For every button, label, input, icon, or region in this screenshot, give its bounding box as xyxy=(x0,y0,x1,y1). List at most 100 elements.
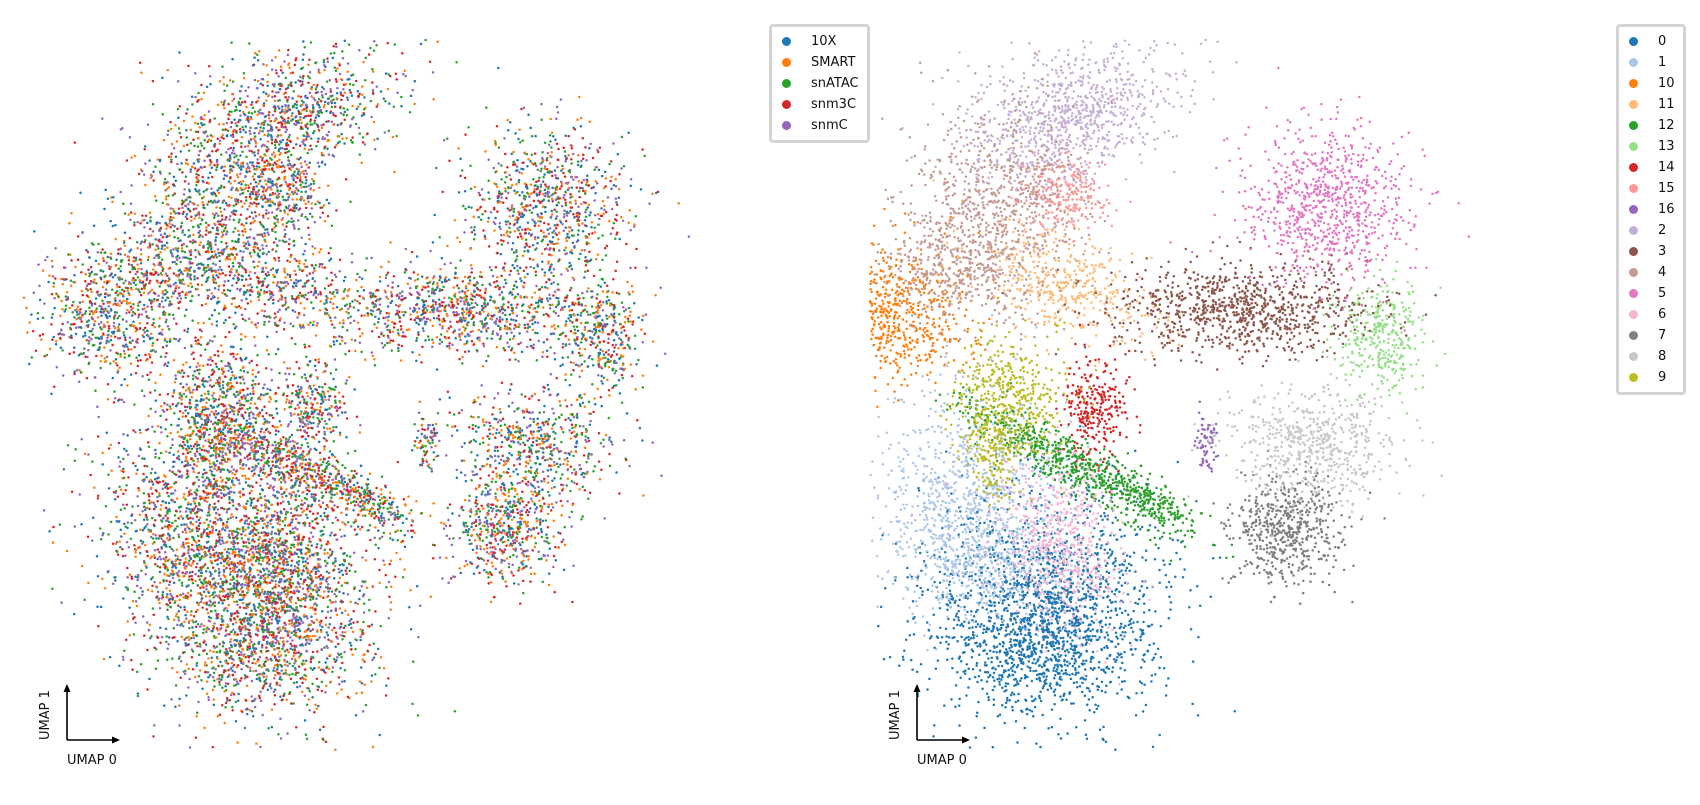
scatter-point xyxy=(228,562,232,565)
scatter-point xyxy=(362,602,366,605)
scatter-point xyxy=(257,260,261,264)
scatter-point xyxy=(376,647,380,651)
scatter-point xyxy=(120,383,123,387)
scatter-point xyxy=(282,281,285,285)
scatter-point xyxy=(184,594,188,598)
scatter-point xyxy=(263,660,267,664)
scatter-point xyxy=(261,588,264,591)
scatter-point xyxy=(203,726,206,730)
scatter-point xyxy=(333,273,337,276)
scatter-point xyxy=(123,447,126,451)
scatter-point xyxy=(241,527,245,531)
scatter-point xyxy=(261,266,265,270)
scatter-point xyxy=(106,383,110,386)
scatter-point xyxy=(409,588,412,592)
scatter-point xyxy=(320,689,324,693)
scatter-point xyxy=(102,323,106,326)
scatter-point xyxy=(277,584,281,588)
scatter-point xyxy=(185,636,188,640)
scatter-point xyxy=(218,642,221,646)
scatter-point xyxy=(308,345,311,348)
scatter-point xyxy=(151,607,155,610)
scatter-point xyxy=(187,667,190,670)
scatter-point xyxy=(304,678,307,681)
scatter-point xyxy=(279,675,282,679)
scatter-point xyxy=(267,271,270,274)
scatter-point xyxy=(249,504,253,507)
scatter-point xyxy=(245,664,248,667)
scatter-point xyxy=(196,645,199,648)
scatter-point xyxy=(138,326,142,330)
scatter-point xyxy=(224,558,228,561)
scatter-point xyxy=(102,311,105,314)
scatter-point xyxy=(313,286,317,290)
scatter-point xyxy=(349,315,352,318)
scatter-point xyxy=(302,509,306,512)
scatter-point xyxy=(345,310,348,314)
scatter-point xyxy=(309,587,312,590)
scatter-point xyxy=(311,597,315,601)
scatter-point xyxy=(217,251,220,255)
scatter-point xyxy=(201,606,204,609)
scatter-point xyxy=(200,580,203,584)
scatter-point xyxy=(250,555,254,558)
scatter-point xyxy=(260,646,264,649)
scatter-point xyxy=(218,713,222,717)
scatter-point xyxy=(409,628,413,631)
scatter-point xyxy=(375,326,379,330)
scatter-point xyxy=(300,295,304,298)
scatter-point xyxy=(172,573,176,576)
scatter-point xyxy=(243,616,247,620)
scatter-point xyxy=(212,698,216,701)
scatter-point xyxy=(137,454,141,458)
scatter-point xyxy=(317,569,320,573)
scatter-point xyxy=(311,323,315,327)
scatter-point xyxy=(341,573,345,576)
scatter-point xyxy=(208,570,212,574)
scatter-point xyxy=(205,652,209,656)
scatter-point xyxy=(255,437,259,440)
scatter-point xyxy=(200,593,203,597)
scatter-point xyxy=(149,332,153,336)
scatter-point xyxy=(287,630,291,633)
scatter-point xyxy=(48,347,52,351)
scatter-point xyxy=(180,622,184,626)
scatter-point xyxy=(202,601,206,605)
scatter-point xyxy=(147,499,151,502)
scatter-point xyxy=(266,595,269,599)
scatter-point xyxy=(305,486,308,490)
scatter-point xyxy=(191,630,195,634)
scatter-point xyxy=(72,346,76,349)
scatter-point xyxy=(223,529,227,532)
scatter-point xyxy=(261,559,265,563)
scatter-point xyxy=(97,624,100,628)
scatter-point xyxy=(174,519,177,523)
scatter-point xyxy=(250,650,254,653)
scatter-point xyxy=(255,677,259,681)
scatter-point xyxy=(350,648,353,651)
scatter-point xyxy=(236,478,240,482)
scatter-point xyxy=(228,218,231,221)
scatter-point xyxy=(280,591,283,595)
scatter-point xyxy=(266,576,270,579)
scatter-point xyxy=(308,689,311,693)
scatter-point xyxy=(308,524,311,528)
scatter-point xyxy=(183,443,186,446)
scatter-point xyxy=(275,271,279,274)
scatter-point xyxy=(187,635,190,639)
scatter-point xyxy=(173,460,176,463)
scatter-point xyxy=(278,298,282,301)
scatter-point xyxy=(338,627,342,630)
scatter-point xyxy=(101,307,104,311)
scatter-point xyxy=(60,333,64,336)
scatter-point xyxy=(115,290,119,293)
scatter-point xyxy=(226,592,230,596)
scatter-point xyxy=(207,525,210,529)
scatter-point xyxy=(185,459,189,463)
scatter-point xyxy=(327,284,330,288)
scatter-point xyxy=(267,507,271,510)
scatter-point xyxy=(162,557,165,560)
scatter-point xyxy=(156,499,159,503)
scatter-point xyxy=(201,405,204,409)
scatter-point xyxy=(179,606,182,609)
